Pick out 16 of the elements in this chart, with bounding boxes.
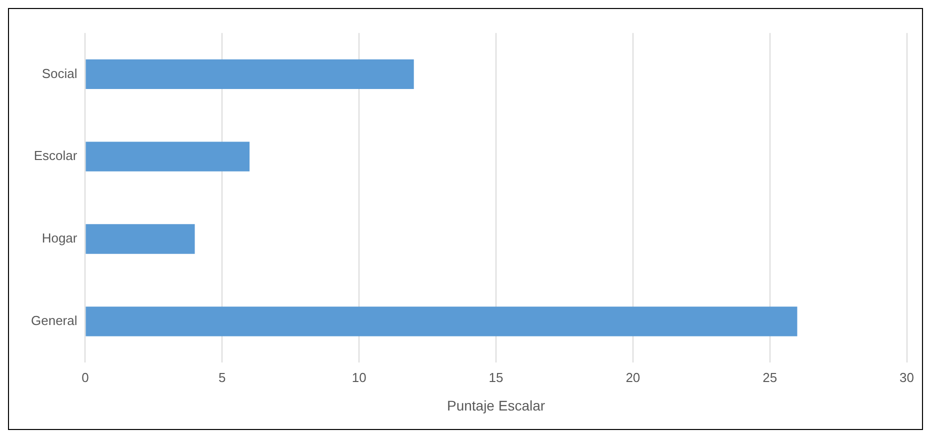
bar — [86, 59, 414, 90]
y-tick-label: Escolar — [34, 148, 78, 164]
x-tick-label: 20 — [626, 370, 640, 385]
y-tick-label: Hogar — [42, 230, 78, 246]
bar — [86, 224, 195, 254]
bar — [86, 306, 798, 336]
x-axis-title: Puntaje Escalar — [446, 397, 546, 414]
x-tick-label: 15 — [488, 370, 504, 385]
y-tick-label: General — [31, 312, 78, 328]
x-tick-label: 10 — [352, 370, 366, 385]
x-tick-label: 5 — [218, 370, 226, 385]
x-tick-label: 30 — [900, 370, 914, 385]
y-tick-label: Social — [42, 66, 78, 81]
bar — [86, 142, 250, 172]
x-tick-label: 0 — [82, 370, 89, 385]
x-tick-label: 25 — [762, 370, 778, 385]
